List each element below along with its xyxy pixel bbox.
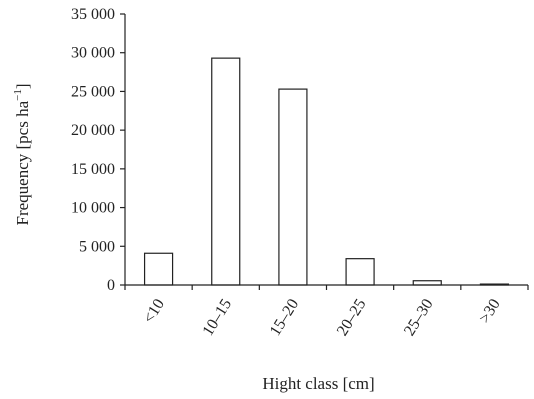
y-tick-label: 10 000 [71, 200, 115, 217]
y-axis-title: Frequency [pcs ha−1] [12, 83, 32, 225]
y-tick-label: 15 000 [71, 161, 115, 178]
y-tick-label: 30 000 [71, 45, 115, 62]
bar-1 [211, 57, 241, 286]
y-tick-label: 5 000 [79, 238, 115, 255]
y-tick-label: 25 000 [71, 83, 115, 100]
x-tick-label: >30 [476, 296, 504, 326]
y-axis-title-suffix: ] [13, 83, 32, 89]
y-axis-ticks: 0 5 000 10 000 15 000 20 000 25 000 30 000 35 0… [71, 6, 125, 294]
y-axis-title-superscript: −1 [12, 89, 24, 101]
y-axis-title-main: Frequency [pcs ha [13, 100, 32, 225]
x-tick-label: 10–15 [200, 296, 236, 339]
x-axis-title: Hight class [cm] [262, 374, 374, 393]
bar-3 [345, 258, 375, 286]
x-tick-label: 25–30 [401, 296, 437, 339]
y-tick-label: 20 000 [71, 122, 115, 139]
bars [143, 57, 510, 286]
bar-0 [143, 252, 174, 286]
bar-4 [412, 280, 442, 286]
bar-2 [278, 88, 308, 286]
y-tick-label: 0 [107, 277, 115, 294]
x-tick-label: <10 [140, 296, 168, 326]
x-axis-ticks: <10 10–15 15–20 20–25 25–30 >30 [124, 285, 529, 339]
x-tick-label: 15–20 [267, 296, 303, 339]
y-tick-label: 35 000 [71, 6, 115, 23]
x-tick-label: 20–25 [334, 296, 370, 339]
